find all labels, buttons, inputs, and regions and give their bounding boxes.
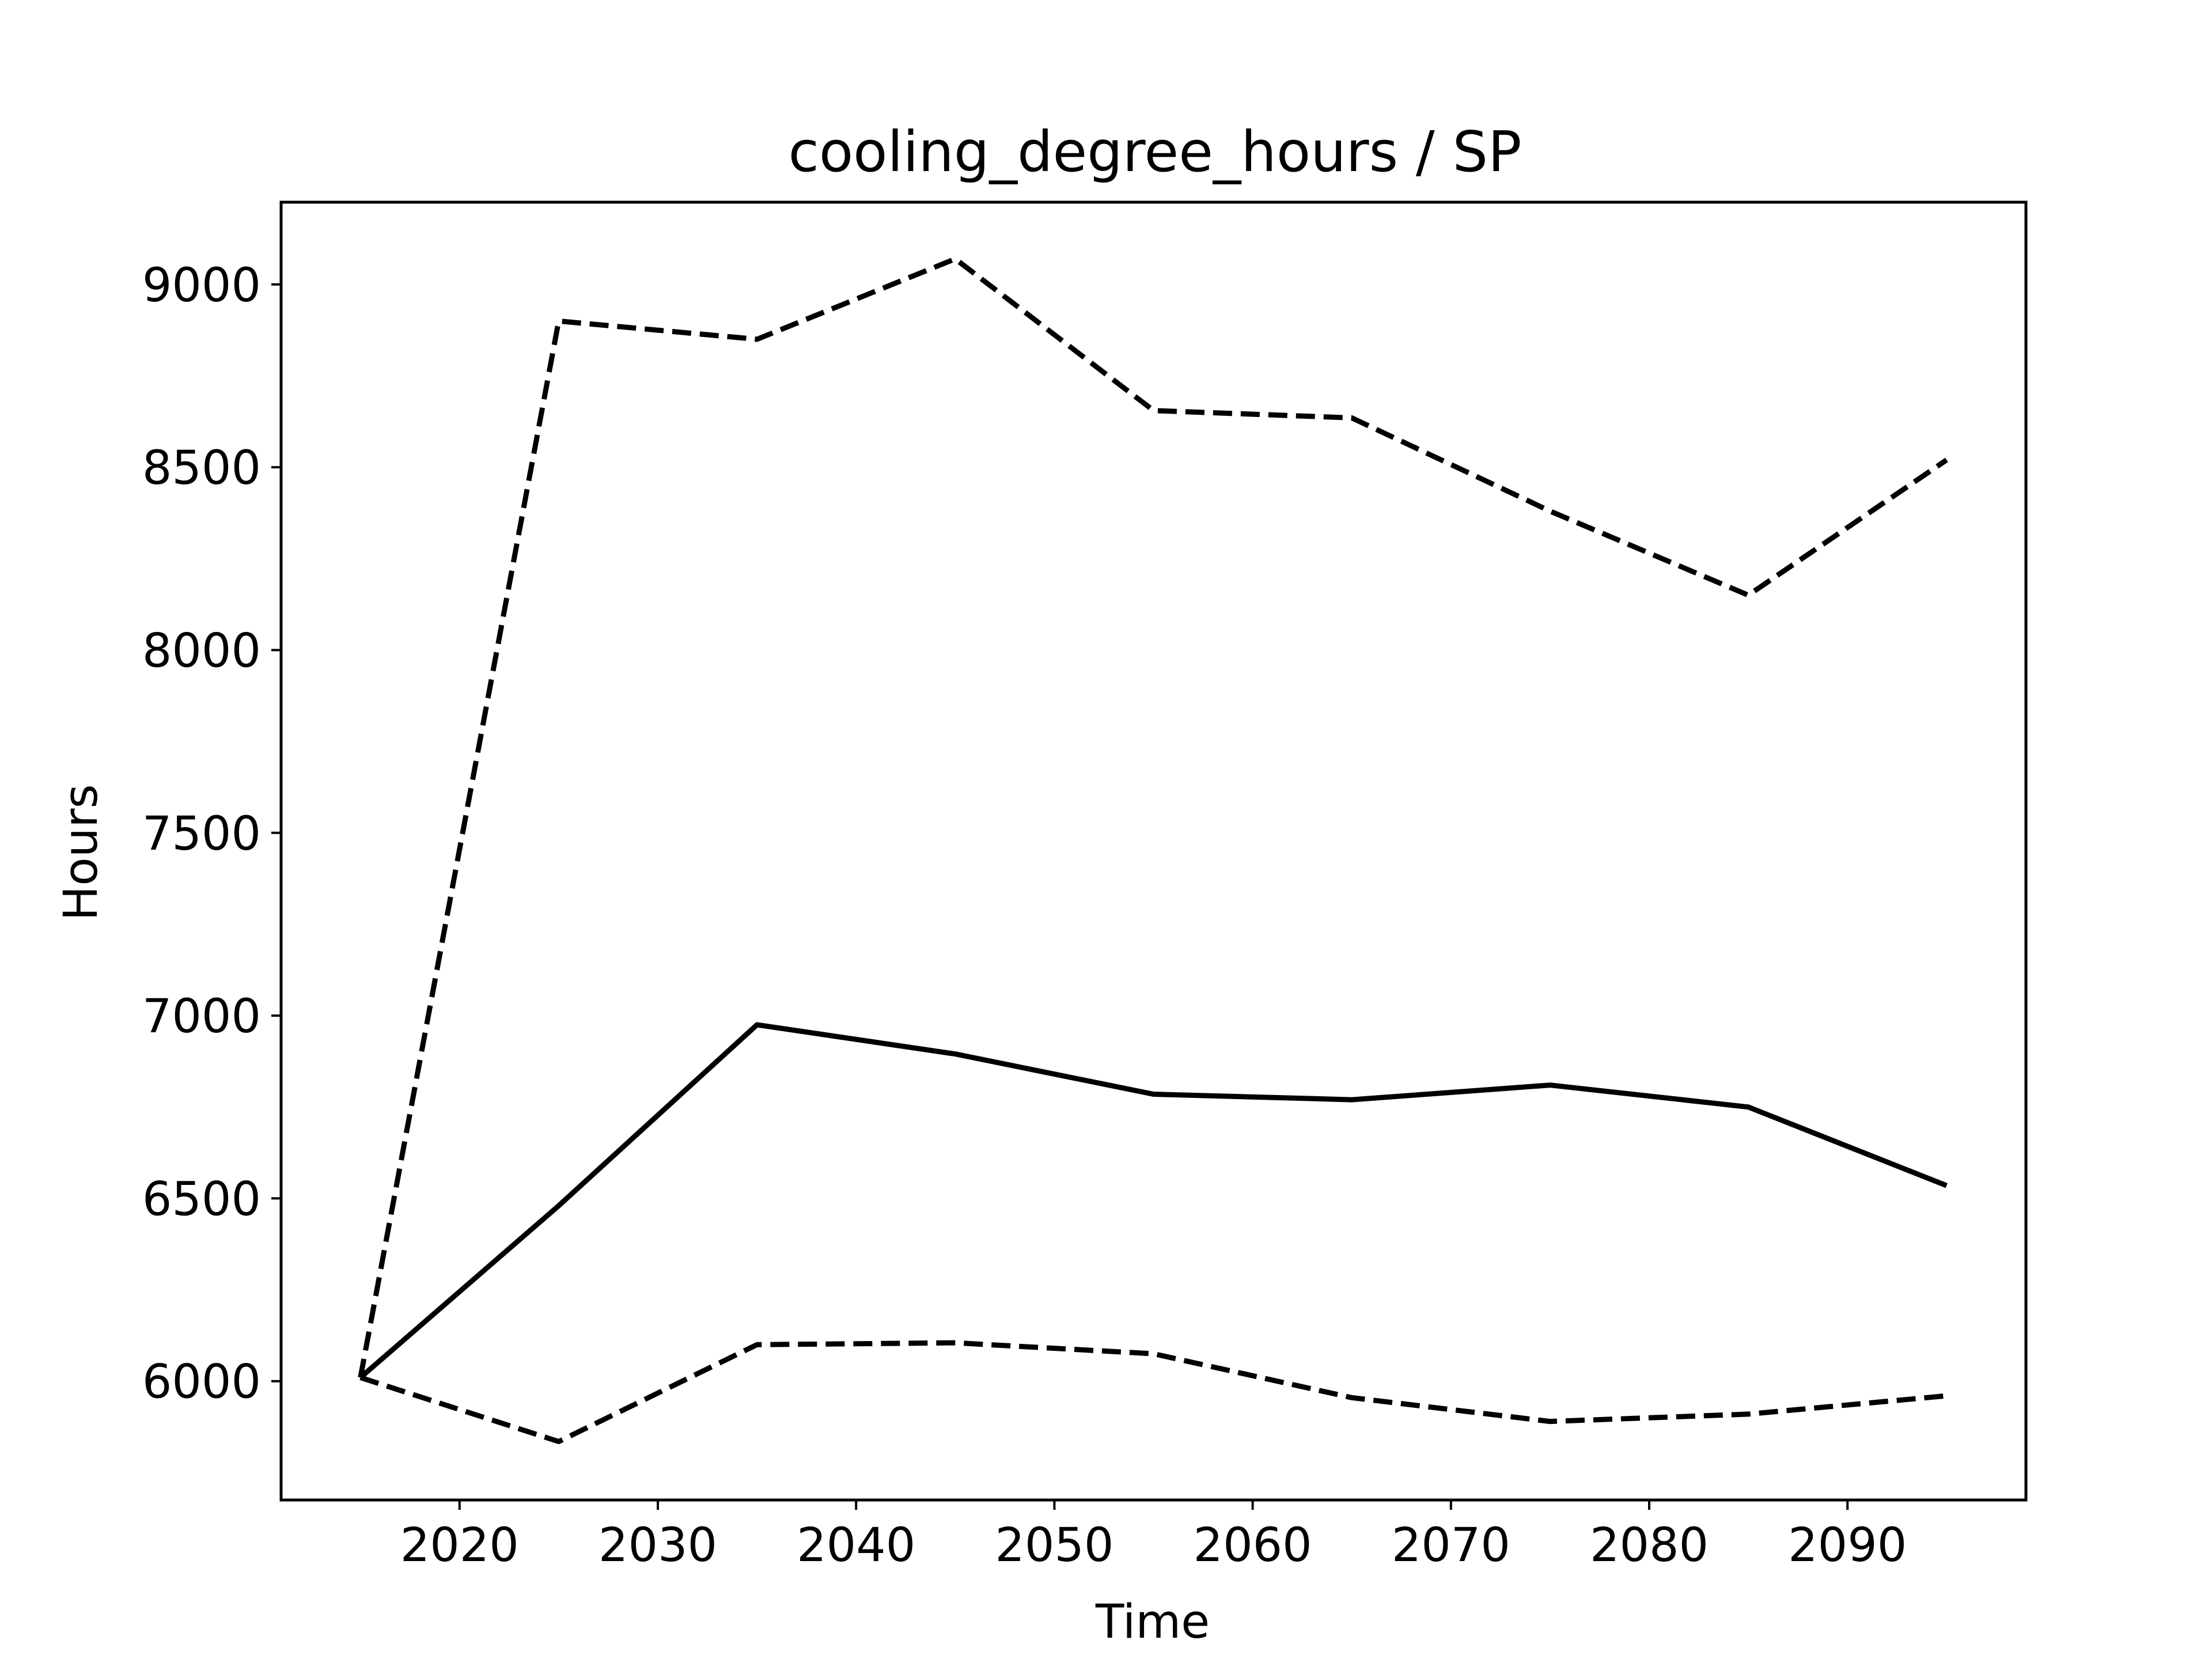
x-axis-label: Time <box>1095 1595 1210 1649</box>
x-tick-label: 2050 <box>995 1518 1113 1573</box>
y-tick-label: 8000 <box>142 624 261 678</box>
x-tick-label: 2080 <box>1590 1518 1709 1573</box>
series-line-2 <box>358 1022 1948 1380</box>
y-tick-label: 6500 <box>142 1172 261 1226</box>
x-tick-label: 2040 <box>797 1518 915 1573</box>
y-tick-label: 9000 <box>142 259 261 313</box>
y-axis-label: Hours <box>54 784 108 921</box>
y-tick-label: 7500 <box>142 807 261 861</box>
x-tick-label: 2070 <box>1392 1518 1510 1573</box>
y-tick-label: 7000 <box>142 990 261 1044</box>
x-tick-label: 2090 <box>1788 1518 1907 1573</box>
y-tick-label: 8500 <box>142 441 261 495</box>
x-tick-label: 2030 <box>599 1518 717 1573</box>
plot-area-frame <box>279 200 2028 1502</box>
x-axis-ticks: 2020 2030 2040 2050 2060 2070 2080 2090 <box>400 1500 1907 1573</box>
series-line-1 <box>358 256 1948 1378</box>
x-tick-label: 2060 <box>1194 1518 1312 1573</box>
x-tick-label: 2020 <box>400 1518 519 1573</box>
y-axis-ticks: 6000 6500 7000 7500 8000 8500 9000 <box>142 259 281 1410</box>
y-tick-label: 6000 <box>142 1355 261 1410</box>
chart-title: cooling_degree_hours / SP <box>788 119 1521 184</box>
series-layer <box>358 256 1948 1444</box>
series-line-3 <box>359 1340 1947 1444</box>
